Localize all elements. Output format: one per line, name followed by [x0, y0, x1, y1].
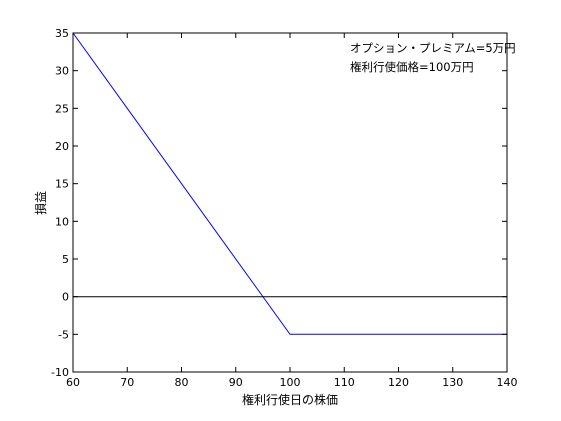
y-tick-label: 10: [55, 215, 69, 228]
y-tick-label: 15: [55, 178, 69, 191]
y-tick-label: 30: [55, 65, 69, 78]
annotation-strike-price: 権利行使価格=100万円: [350, 60, 474, 74]
y-tick-label: 25: [55, 102, 69, 115]
x-tick-label: 120: [388, 376, 409, 389]
x-tick-label: 140: [497, 376, 518, 389]
x-axis-label: 権利行使日の株価: [242, 392, 338, 407]
y-tick-label: 5: [62, 253, 69, 266]
plot-area: [72, 32, 508, 373]
plot-frame: [72, 32, 508, 373]
y-tick-label: 0: [62, 291, 69, 304]
y-axis-label: 損益: [33, 191, 48, 215]
axis-layer: 60 70 80 90 100 110 120 130 140 -10 -5 0 5 10 15 20 25 30…: [51, 27, 517, 389]
series-layer: [72, 32, 507, 335]
y-tick-label: 20: [55, 140, 69, 153]
x-tick-label: 110: [334, 376, 355, 389]
y-tick-label: -5: [58, 328, 69, 341]
x-tick-label: 90: [229, 376, 243, 389]
annotation-premium: オプション・プレミアム=5万円: [350, 41, 516, 55]
annotation-layer: オプション・プレミアム=5万円 権利行使価格=100万円: [350, 41, 516, 74]
y-tick-label: -10: [51, 366, 69, 379]
x-tick-label: 130: [442, 376, 463, 389]
y-tick-label: 35: [55, 27, 69, 40]
payoff-line: [72, 32, 507, 335]
x-tick-label: 100: [280, 376, 301, 389]
x-tick-label: 60: [66, 376, 80, 389]
x-tick-label: 70: [120, 376, 134, 389]
x-tick-label: 80: [175, 376, 189, 389]
